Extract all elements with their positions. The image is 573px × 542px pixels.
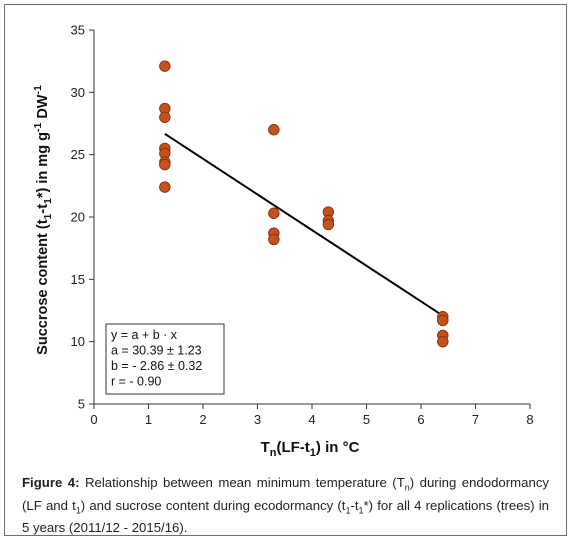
x-tick-label: 7 — [472, 412, 479, 427]
legend-frame — [105, 323, 225, 395]
data-point — [159, 60, 171, 72]
y-axis-title: Succrose content (t1-t1*) in mg g-1 DW-1 — [32, 85, 54, 355]
data-point — [159, 181, 171, 193]
legend-line: b = - 2.86 ± 0.32 — [111, 359, 202, 373]
caption-text: Relationship between mean minimum temper… — [79, 475, 405, 490]
data-point — [268, 124, 280, 136]
caption-text: *) for all 4 replications (trees) in 5 y… — [22, 497, 549, 536]
caption-subscript: 1 — [358, 505, 364, 516]
legend-line: y = a + b · x — [111, 328, 178, 342]
x-tick-label: 1 — [145, 412, 152, 427]
data-point — [268, 207, 280, 219]
x-tick-label: 2 — [199, 412, 206, 427]
fit-line-group — [164, 132, 444, 317]
figure-caption: Figure 4: Relationship between mean mini… — [22, 474, 549, 536]
y-tick-label: 5 — [78, 397, 85, 412]
data-point — [268, 233, 280, 246]
x-tick-label: 4 — [308, 412, 315, 427]
legend-line: a = 30.39 ± 1.23 — [111, 344, 202, 358]
y-tick-label: 10 — [71, 334, 85, 349]
data-point — [437, 314, 449, 327]
caption-subscript: 1 — [75, 505, 81, 516]
data-point — [437, 335, 449, 348]
data-point — [159, 158, 171, 171]
caption-text: -t — [350, 497, 359, 513]
legend-box: y = a + b · x a = 30.39 ± 1.23b = - 2.86 … — [105, 323, 225, 395]
scatter-chart: 5 10 15 20 25 30 35 0 1 2 3 4 5 6 7 8 y = a + b · x a = … — [32, 23, 534, 460]
data-points — [159, 60, 449, 348]
caption-subscript: 1 — [345, 505, 351, 516]
x-tick-label: 0 — [90, 412, 97, 427]
data-point — [159, 111, 171, 123]
y-tick-label: 30 — [71, 85, 85, 100]
x-tick-label: 8 — [526, 412, 533, 427]
figure-frame — [4, 4, 567, 536]
y-tick-label: 15 — [71, 272, 85, 287]
y-tick-label: 35 — [71, 23, 85, 38]
x-axis-title: Tn(LF-t1) in °C — [261, 439, 360, 459]
data-point — [322, 218, 335, 231]
x-tick-label: 3 — [254, 412, 261, 427]
y-tick-label: 25 — [71, 147, 85, 162]
x-tick-label: 6 — [417, 412, 424, 427]
regression-line — [164, 132, 444, 317]
caption-text: ) during endodormancy (LF and t — [22, 475, 550, 513]
caption-label: Figure 4: — [22, 475, 80, 490]
x-tick-label: 5 — [363, 412, 370, 427]
y-tick-label: 20 — [71, 210, 85, 225]
legend-line: r = - 0.90 — [111, 375, 161, 389]
ticks: 5 10 15 20 25 30 35 0 1 2 3 4 5 6 7 8 — [71, 23, 534, 428]
caption-subscript: n — [404, 482, 410, 493]
caption-text: ) and sucrose content during ecodormancy… — [80, 497, 346, 513]
